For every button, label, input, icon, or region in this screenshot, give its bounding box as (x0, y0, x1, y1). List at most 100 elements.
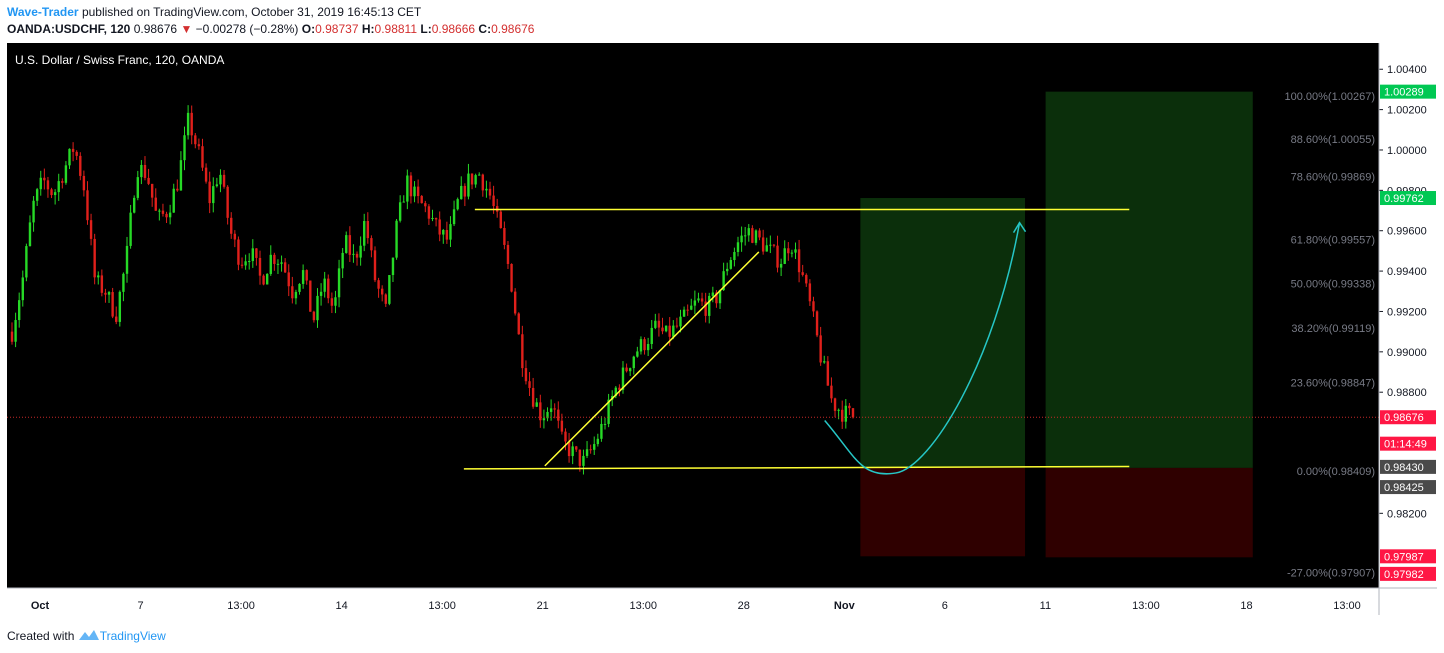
candle-body (373, 250, 377, 281)
candle-body (273, 254, 276, 264)
candle-body (758, 230, 761, 238)
fib-label-4: 50.00%(0.99338) (1291, 279, 1375, 291)
candle-body (251, 248, 254, 262)
publish-line: Wave-Trader published on TradingView.com… (7, 5, 421, 19)
candle-body (578, 449, 582, 466)
candle-body (269, 254, 272, 274)
candle-body (64, 165, 68, 183)
candle-body (179, 160, 183, 191)
candle-body (100, 275, 104, 293)
candle-body (848, 405, 851, 409)
candle-body (337, 268, 341, 298)
candle-body (812, 301, 815, 312)
candle-body (528, 381, 531, 388)
price-badge-text-1: 0.99762 (1384, 193, 1424, 205)
candle-body (118, 291, 122, 322)
candle-body (265, 273, 269, 285)
candle-body (740, 235, 743, 243)
price-badge-4 (1380, 459, 1436, 474)
candle-body (632, 356, 635, 369)
candle-body (244, 261, 247, 266)
candle-body (168, 212, 172, 218)
price-badge-2 (1380, 410, 1436, 425)
candle-body (380, 288, 384, 295)
candle-body (409, 175, 413, 197)
candle-body (104, 292, 107, 295)
candle-body (305, 270, 308, 281)
created-with-text: Created with (7, 629, 75, 643)
candle-body (190, 112, 193, 136)
candle-body (682, 309, 686, 317)
candle-body (176, 188, 179, 191)
candle-body (186, 112, 190, 136)
x-tick-label-13: 13:00 (1333, 600, 1361, 612)
candle-body (172, 188, 175, 213)
x-tick-label-2: 13:00 (227, 600, 255, 612)
candle-body (359, 245, 362, 258)
x-tick-label-1: 7 (137, 600, 143, 612)
candle-body (675, 325, 679, 327)
candle-body (761, 237, 765, 252)
candle-body (797, 249, 801, 273)
candle-body (607, 399, 610, 424)
projection-arrow (824, 222, 1021, 475)
tradingview-brand[interactable]: TradingView (99, 629, 166, 643)
candle-body (589, 449, 592, 451)
close-label: C: (478, 22, 492, 36)
candle-body (521, 334, 524, 369)
candle-body (751, 228, 754, 243)
symbol-label: OANDA:USDCHF, 120 (7, 22, 131, 36)
candle-body (319, 291, 323, 296)
x-tick-label-10: 11 (1040, 600, 1051, 612)
x-tick-label-7: 28 (738, 600, 750, 612)
y-tick-label-7: 0.99000 (1387, 347, 1427, 359)
candle-body (636, 351, 639, 357)
candle-body (722, 271, 725, 291)
price-badge-3 (1380, 436, 1436, 451)
fib-label-7: 0.00%(0.98409) (1297, 466, 1375, 478)
candle-body (334, 297, 337, 306)
candle-body (208, 181, 211, 204)
candle-body (718, 290, 722, 304)
y-tick-label-4: 0.99600 (1387, 226, 1427, 238)
candle-body (560, 420, 564, 432)
candle-body (772, 244, 776, 246)
candle-body (197, 144, 201, 147)
candle-body (668, 325, 671, 337)
candle-body (801, 272, 804, 275)
candle-body (183, 135, 186, 161)
candle-body (492, 195, 495, 207)
candle-body (499, 211, 502, 229)
candle-body (449, 224, 452, 240)
candle-body (833, 398, 837, 411)
candle-body (25, 246, 28, 278)
candle-body (86, 190, 89, 221)
candle-body (478, 174, 481, 176)
candle-body (783, 248, 786, 264)
author-link[interactable]: Wave-Trader (7, 5, 79, 19)
candle-body (226, 186, 229, 218)
candle-body (115, 316, 118, 322)
candle-body (68, 148, 71, 166)
candle-body (442, 230, 445, 235)
candle-body (402, 201, 405, 203)
candle-body (815, 311, 819, 336)
candle-body (39, 177, 42, 190)
footer: Created with TradingView (7, 628, 166, 643)
candle-body (309, 280, 312, 312)
close-value: 0.98676 (491, 22, 535, 36)
candle-body (531, 387, 535, 407)
candle-body (625, 367, 628, 372)
projection-arrowhead (1012, 221, 1027, 234)
price-chart[interactable]: 100.00%(1.00267) 88.60%(1.00055) 78.60%(0.… (7, 43, 1437, 615)
candle-body (582, 455, 585, 466)
candle-body (826, 361, 830, 386)
price-badge-text-0: 1.00289 (1384, 87, 1424, 99)
candle-body (851, 408, 855, 418)
candle-body (32, 200, 35, 223)
candle-body (596, 438, 600, 445)
candle-body (348, 235, 352, 255)
x-tick-label-5: 21 (537, 600, 549, 612)
x-tick-label-0: Oct (31, 600, 50, 612)
candle-body (460, 185, 463, 200)
